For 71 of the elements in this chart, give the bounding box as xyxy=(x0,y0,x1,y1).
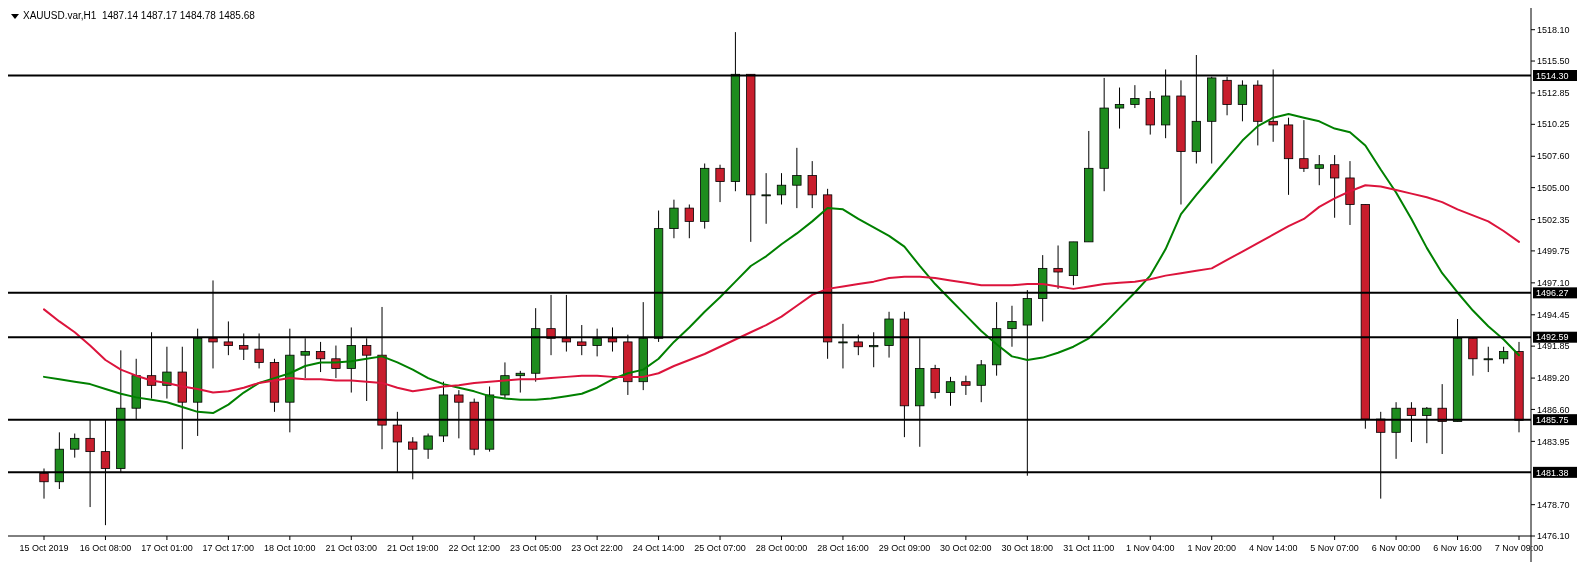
candlestick xyxy=(1314,154,1324,186)
candlestick xyxy=(70,433,80,459)
x-tick-label: 30 Oct 02:00 xyxy=(940,543,992,553)
x-tick-label: 28 Oct 16:00 xyxy=(817,543,869,553)
y-tick-label: 1518.10 xyxy=(1537,24,1570,35)
x-tick-label: 16 Oct 08:00 xyxy=(79,543,132,553)
y-tick-label: 1489.20 xyxy=(1537,373,1570,384)
ref-line-label: 1481.38 xyxy=(1536,467,1569,478)
y-tick-label: 1486.60 xyxy=(1537,404,1570,415)
y-tick-label: 1505.00 xyxy=(1537,182,1570,193)
candlestick xyxy=(669,199,679,239)
y-tick-label: 1510.25 xyxy=(1537,119,1570,130)
candlestick xyxy=(1330,154,1340,219)
x-tick-label: 28 Oct 00:00 xyxy=(755,543,808,553)
candlestick xyxy=(1114,87,1125,130)
chart-title: XAUUSD.var,H1 1487.14 1487.17 1484.78 1485.68 xyxy=(23,10,256,21)
x-tick-label: 18 Oct 10:00 xyxy=(264,543,316,553)
y-tick-label: 1483.95 xyxy=(1537,436,1570,447)
x-tick-label: 7 Nov 09:00 xyxy=(1494,543,1544,553)
x-tick-label: 5 Nov 07:00 xyxy=(1310,543,1359,553)
candlestick xyxy=(684,203,694,239)
x-tick-label: 6 Nov 00:00 xyxy=(1371,543,1421,553)
ref-line-label: 1485.75 xyxy=(1536,414,1569,425)
y-tick-label: 1512.85 xyxy=(1537,88,1570,99)
x-tick-label: 21 Oct 19:00 xyxy=(386,543,439,553)
candlestick xyxy=(945,376,956,407)
y-tick-label: 1476.10 xyxy=(1537,531,1570,542)
ref-line-label: 1492.59 xyxy=(1536,332,1569,343)
candlestick xyxy=(1237,79,1248,122)
y-tick-label: 1515.50 xyxy=(1537,56,1570,67)
candlestick xyxy=(1299,119,1309,173)
x-tick-label: 6 Nov 16:00 xyxy=(1433,543,1482,553)
candlestick xyxy=(315,341,326,373)
candlestick xyxy=(961,375,971,396)
y-tick-label: 1494.45 xyxy=(1537,309,1570,320)
y-tick-label: 1507.60 xyxy=(1537,151,1570,162)
y-tick-label: 1497.10 xyxy=(1537,278,1570,288)
ref-line-label: 1514.30 xyxy=(1536,70,1569,81)
x-tick-label: 21 Oct 03:00 xyxy=(325,543,378,553)
x-tick-label: 24 Oct 14:00 xyxy=(632,543,685,553)
x-tick-label: 4 Nov 14:00 xyxy=(1248,543,1298,553)
x-tick-label: 1 Nov 20:00 xyxy=(1187,543,1236,553)
line-series xyxy=(43,184,1520,394)
candlestick xyxy=(1130,84,1140,109)
candlestick xyxy=(761,172,771,225)
x-tick-label: 17 Oct 17:00 xyxy=(202,543,255,553)
x-tick-label: 23 Oct 22:00 xyxy=(571,543,623,553)
x-tick-label: 30 Oct 18:00 xyxy=(1001,543,1054,553)
x-tick-label: 17 Oct 01:00 xyxy=(141,543,193,553)
line-series xyxy=(43,113,1520,415)
y-tick-label: 1502.35 xyxy=(1537,214,1570,225)
y-tick-label: 1499.75 xyxy=(1537,246,1570,257)
ref-line-label: 1496.27 xyxy=(1536,288,1569,298)
candlestick xyxy=(515,370,525,394)
candlestick xyxy=(976,359,986,403)
y-tick-label: 1478.70 xyxy=(1537,499,1570,510)
x-tick-label: 1 Nov 04:00 xyxy=(1125,543,1175,553)
candlestick xyxy=(1483,346,1493,373)
candlestick xyxy=(807,160,817,209)
x-tick-label: 29 Oct 09:00 xyxy=(878,543,931,553)
candlestick xyxy=(792,147,802,209)
y-tick-label: 1491.85 xyxy=(1537,341,1570,352)
x-tick-label: 15 Oct 2019 xyxy=(19,543,69,553)
candlestick xyxy=(423,433,433,460)
x-tick-label: 23 Oct 05:00 xyxy=(509,543,562,553)
candlestick xyxy=(776,172,787,205)
candlestick xyxy=(715,164,725,203)
x-tick-label: 31 Oct 11:00 xyxy=(1063,543,1115,553)
x-tick-label: 22 Oct 12:00 xyxy=(448,543,500,553)
candlestick xyxy=(1053,244,1063,290)
x-tick-label: 25 Oct 07:00 xyxy=(694,543,746,553)
